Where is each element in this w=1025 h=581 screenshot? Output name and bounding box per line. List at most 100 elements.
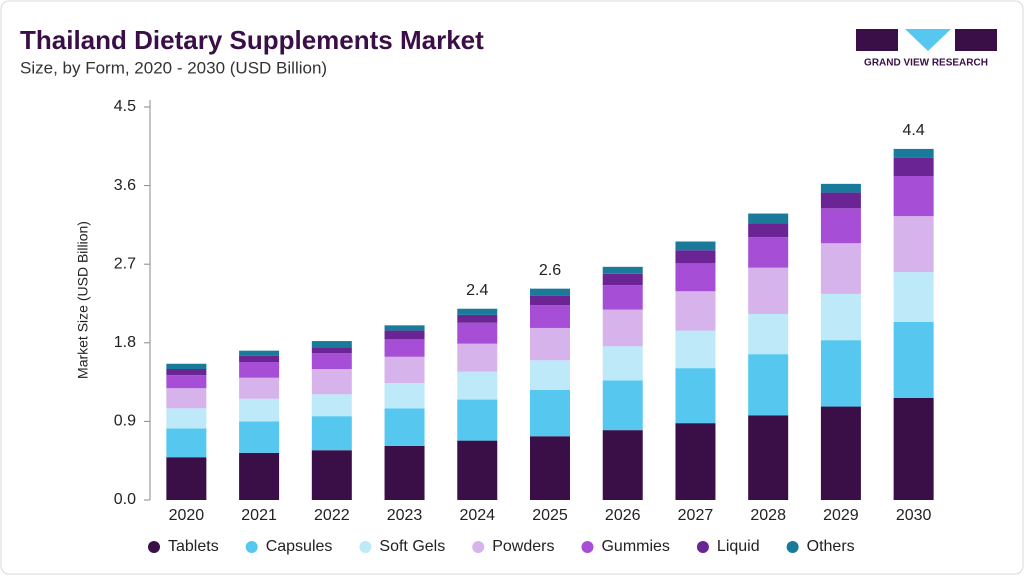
- bar-segment: [820, 406, 861, 500]
- bar-segment: [166, 388, 207, 409]
- bar-segment: [602, 266, 643, 274]
- bar-segment: [239, 362, 280, 378]
- bar-segment: [457, 440, 498, 500]
- total-label: 2.6: [539, 262, 561, 279]
- bar-segment: [384, 356, 425, 383]
- bar-segment: [675, 250, 716, 264]
- bar-segment: [893, 148, 934, 158]
- logo-text: GRAND VIEW RESEARCH: [864, 58, 988, 69]
- legend-swatch: [245, 541, 258, 553]
- bar-segment: [239, 421, 280, 453]
- bar-segment: [457, 322, 498, 344]
- bar-segment: [748, 354, 789, 416]
- bar-segment: [457, 371, 498, 400]
- y-tick-label: 0.9: [114, 413, 136, 430]
- bar-segment: [748, 415, 789, 500]
- bar-segment: [311, 353, 352, 369]
- bar-segment: [530, 389, 570, 437]
- bar-segment: [384, 339, 425, 357]
- bar-segment: [748, 213, 789, 224]
- x-tick-label: 2020: [169, 507, 205, 524]
- bar-segment: [530, 436, 570, 500]
- bar-segment: [820, 208, 861, 244]
- bar-segment: [675, 263, 716, 292]
- legend-label: Soft Gels: [379, 538, 445, 555]
- legend-swatch: [696, 541, 709, 553]
- bar-segment: [820, 183, 861, 193]
- bar-segment: [748, 223, 789, 238]
- bar-segment: [675, 330, 716, 369]
- legend-swatch: [359, 541, 372, 553]
- x-tick-label: 2025: [532, 507, 568, 524]
- legend-swatch: [472, 541, 485, 553]
- bar-segment: [602, 430, 643, 500]
- bar-segment: [457, 399, 498, 441]
- bar-segment: [602, 346, 643, 381]
- bar-segment: [166, 369, 207, 376]
- bar-segment: [602, 273, 643, 286]
- bar-segment: [675, 291, 716, 331]
- bar-segment: [311, 416, 352, 451]
- bar-segment: [530, 327, 570, 361]
- chart-subtitle: Size, by Form, 2020 - 2030 (USD Billion): [20, 58, 327, 77]
- x-tick-label: 2027: [678, 507, 714, 524]
- bar-segment: [166, 375, 207, 389]
- bar-segment: [675, 368, 716, 424]
- x-tick-label: 2024: [459, 507, 495, 524]
- bar-segment: [602, 380, 643, 431]
- bar-segment: [457, 343, 498, 372]
- bar-segment: [820, 192, 861, 209]
- bar-segment: [675, 241, 716, 251]
- bar-segment: [311, 450, 352, 500]
- bar-segment: [166, 457, 207, 500]
- legend-label: Capsules: [266, 538, 333, 555]
- x-tick-label: 2029: [823, 507, 859, 524]
- bar-segment: [820, 293, 861, 341]
- bar-segment: [748, 313, 789, 355]
- bar-segment: [166, 408, 207, 429]
- legend-label: Others: [807, 538, 855, 555]
- bar-segment: [602, 309, 643, 347]
- bar-segment: [311, 341, 352, 348]
- legend-label: Powders: [492, 538, 554, 555]
- legend-swatch: [581, 541, 594, 553]
- logo-block: [955, 29, 997, 51]
- legend-swatch: [786, 541, 799, 553]
- legend-label: Liquid: [717, 538, 760, 555]
- bar-segment: [820, 340, 861, 407]
- y-tick-label: 4.5: [114, 98, 136, 115]
- x-tick-label: 2021: [241, 507, 277, 524]
- bar-segment: [457, 308, 498, 315]
- bar-segment: [239, 377, 280, 399]
- legend-label: Gummies: [601, 538, 669, 555]
- x-tick-label: 2030: [896, 507, 932, 524]
- bar-segment: [530, 305, 570, 328]
- bar-segment: [893, 157, 934, 176]
- bar-segment: [239, 398, 280, 422]
- x-tick-label: 2028: [750, 507, 786, 524]
- bar-segment: [239, 355, 280, 363]
- y-tick-label: 3.6: [114, 177, 136, 194]
- bar-segment: [675, 423, 716, 500]
- bar-segment: [893, 216, 934, 273]
- total-label: 4.4: [903, 122, 925, 139]
- bar-segment: [530, 295, 570, 306]
- bar-segment: [384, 382, 425, 409]
- x-tick-label: 2023: [387, 507, 423, 524]
- bar-segment: [748, 237, 789, 268]
- bar-segment: [311, 394, 352, 417]
- bar-segment: [893, 272, 934, 322]
- bar-segment: [384, 445, 425, 500]
- y-tick-label: 1.8: [114, 334, 136, 351]
- bar-segment: [748, 267, 789, 314]
- bar-segment: [530, 288, 570, 296]
- bar-segment: [893, 321, 934, 398]
- legend-label: Tablets: [168, 538, 219, 555]
- bar-segment: [384, 408, 425, 446]
- y-tick-label: 2.7: [114, 255, 136, 272]
- chart-title: Thailand Dietary Supplements Market: [20, 25, 484, 55]
- bar-segment: [893, 397, 934, 500]
